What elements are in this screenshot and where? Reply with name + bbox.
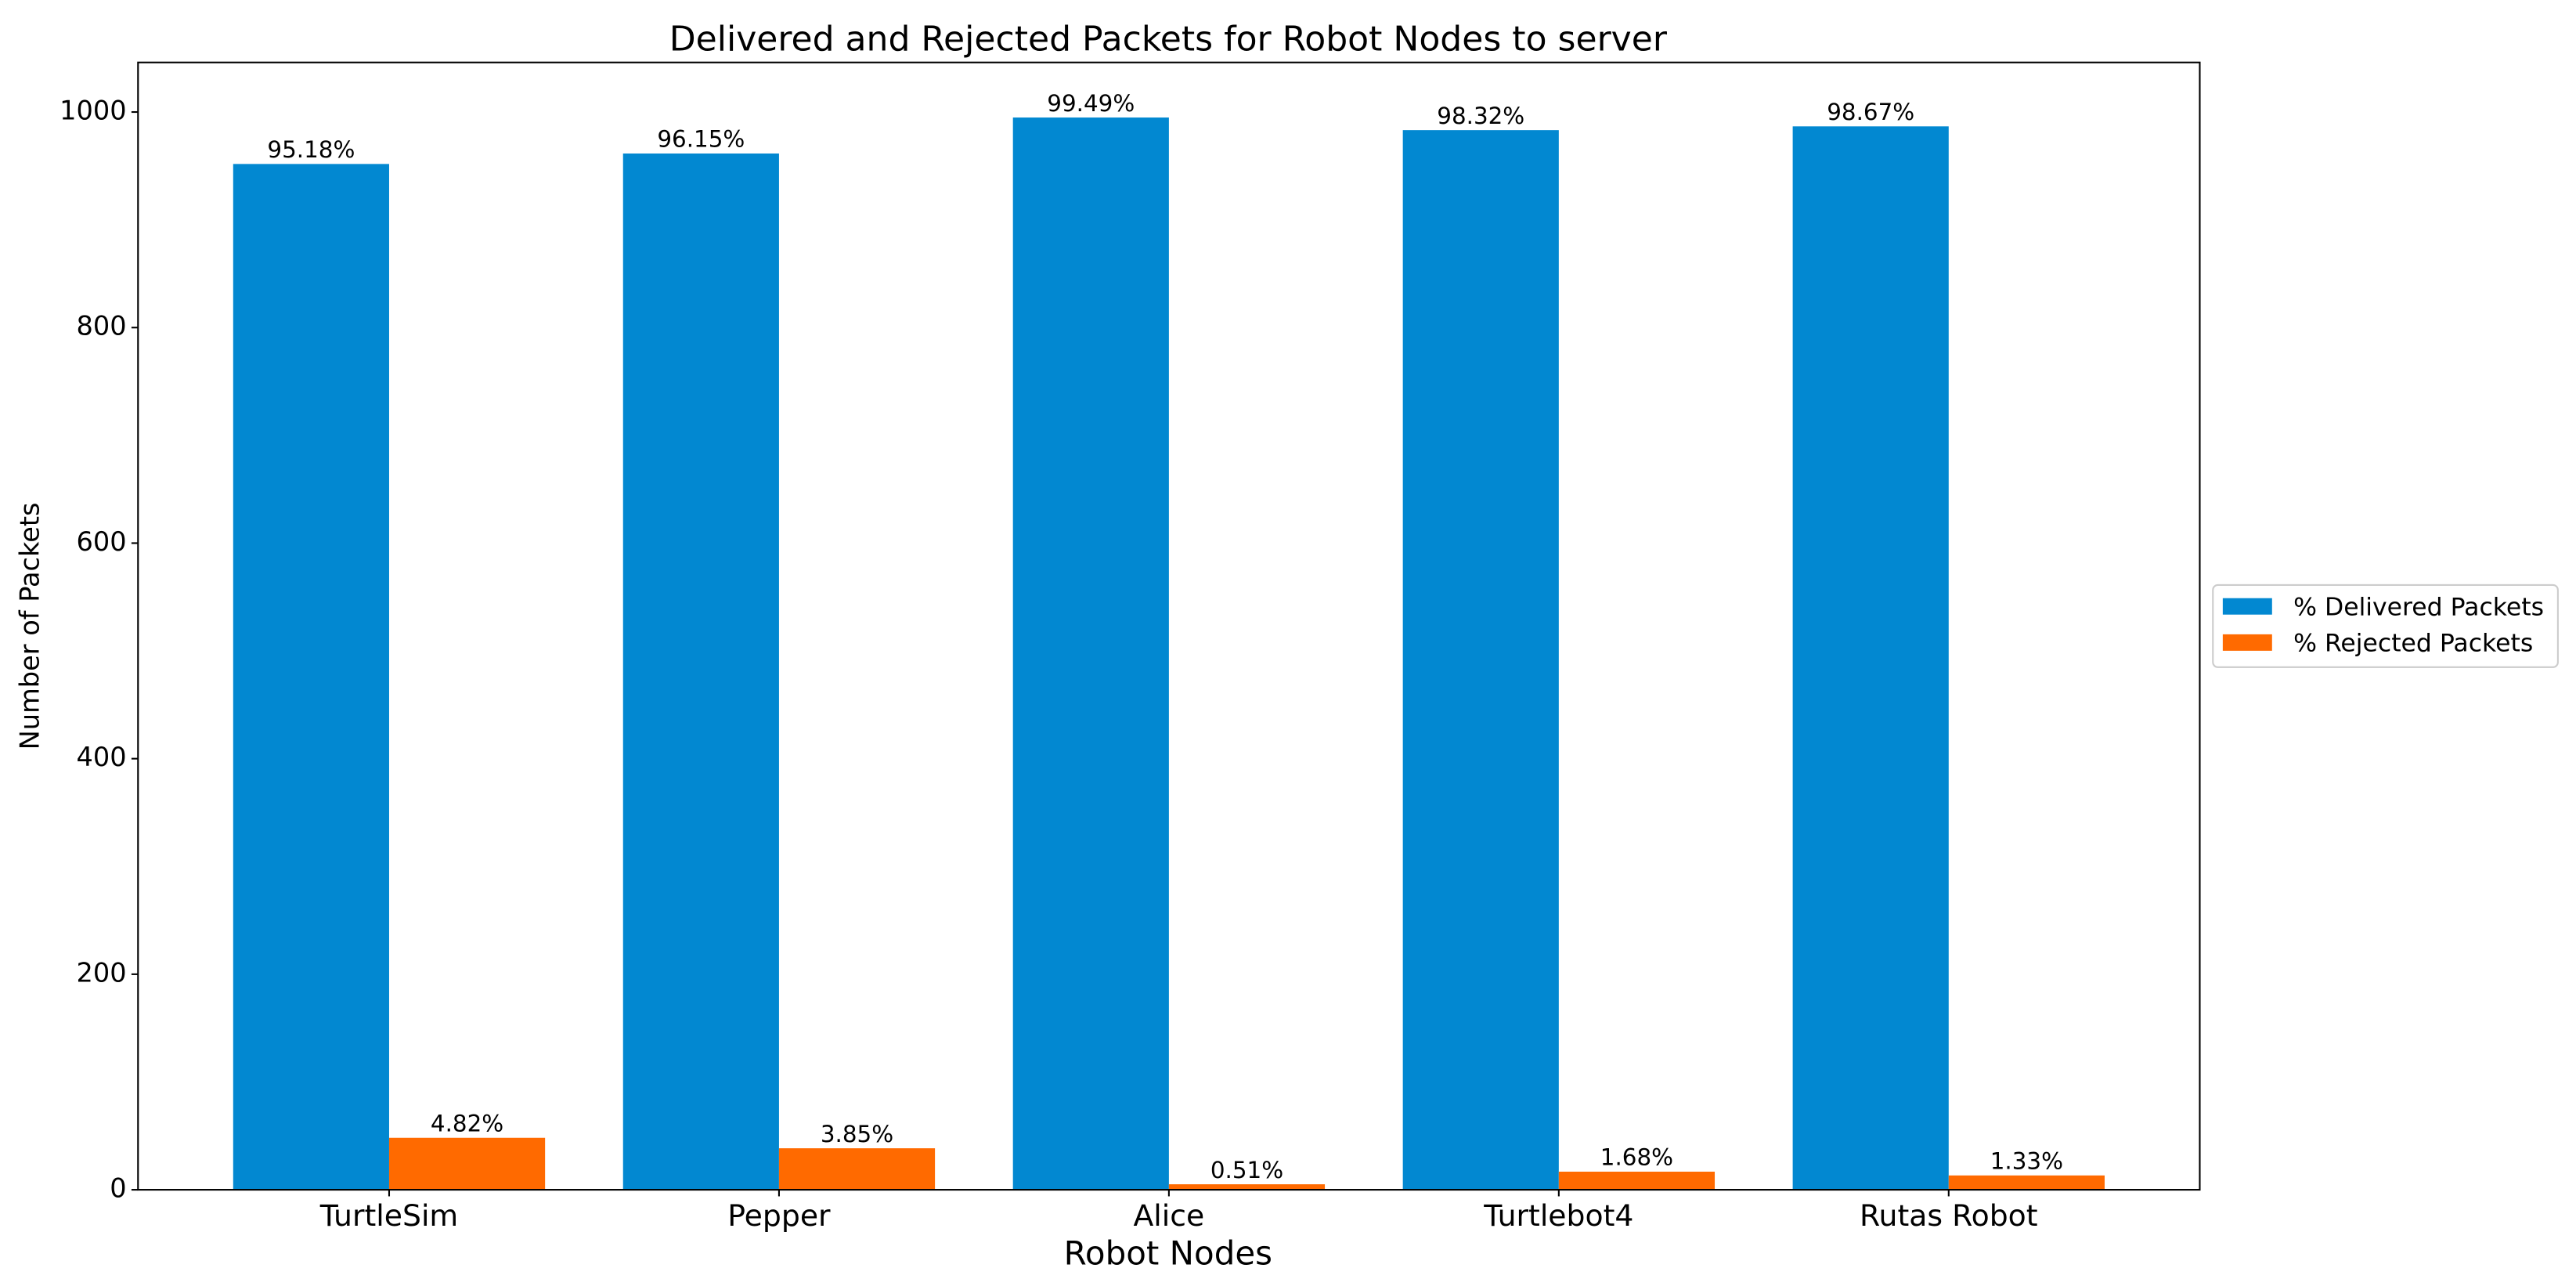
- bar: [1558, 1171, 1716, 1190]
- value-label: 4.82%: [431, 1110, 503, 1136]
- bar: [1948, 1175, 2105, 1190]
- value-label: 1.33%: [1990, 1147, 2063, 1174]
- chart-title: Delivered and Rejected Packets for Robot…: [669, 19, 1668, 59]
- legend-box: [2212, 583, 2559, 668]
- value-label: 95.18%: [267, 136, 355, 163]
- legend-label: % Rejected Packets: [2293, 629, 2533, 657]
- bar: [1402, 130, 1559, 1190]
- value-label: 0.51%: [1210, 1157, 1283, 1183]
- bar: [1168, 1184, 1326, 1190]
- y-tick-label: 600: [77, 526, 127, 557]
- x-axis-label: Robot Nodes: [1064, 1234, 1272, 1272]
- bar: [622, 154, 779, 1190]
- y-tick-label: 400: [77, 742, 127, 772]
- value-label: 3.85%: [821, 1121, 893, 1147]
- x-tick-label: Turtlebot4: [1483, 1198, 1633, 1233]
- bar: [1012, 117, 1169, 1190]
- value-label: 98.67%: [1827, 99, 1914, 125]
- value-label: 99.49%: [1047, 90, 1135, 117]
- legend-swatch: [2222, 598, 2272, 615]
- bar: [778, 1148, 936, 1190]
- y-axis-label: Number of Packets: [14, 503, 45, 750]
- bar: [1792, 126, 1949, 1190]
- legend-label: % Delivered Packets: [2293, 593, 2544, 621]
- value-label: 98.32%: [1437, 103, 1524, 129]
- y-tick-label: 0: [110, 1173, 126, 1204]
- value-label: 1.68%: [1600, 1144, 1673, 1171]
- y-tick-label: 200: [77, 957, 127, 988]
- x-tick-label: Pepper: [727, 1198, 831, 1233]
- x-tick-label: Rutas Robot: [1860, 1198, 2038, 1233]
- bar: [233, 164, 389, 1190]
- x-tick-label: Alice: [1133, 1198, 1204, 1233]
- x-tick-label: TurtleSim: [319, 1198, 459, 1233]
- plot-frame: [137, 61, 2201, 1191]
- value-label: 96.15%: [657, 126, 745, 153]
- y-tick-label: 1000: [60, 96, 126, 126]
- bar: [388, 1137, 546, 1190]
- legend-swatch: [2222, 634, 2272, 651]
- y-tick-label: 800: [77, 311, 127, 341]
